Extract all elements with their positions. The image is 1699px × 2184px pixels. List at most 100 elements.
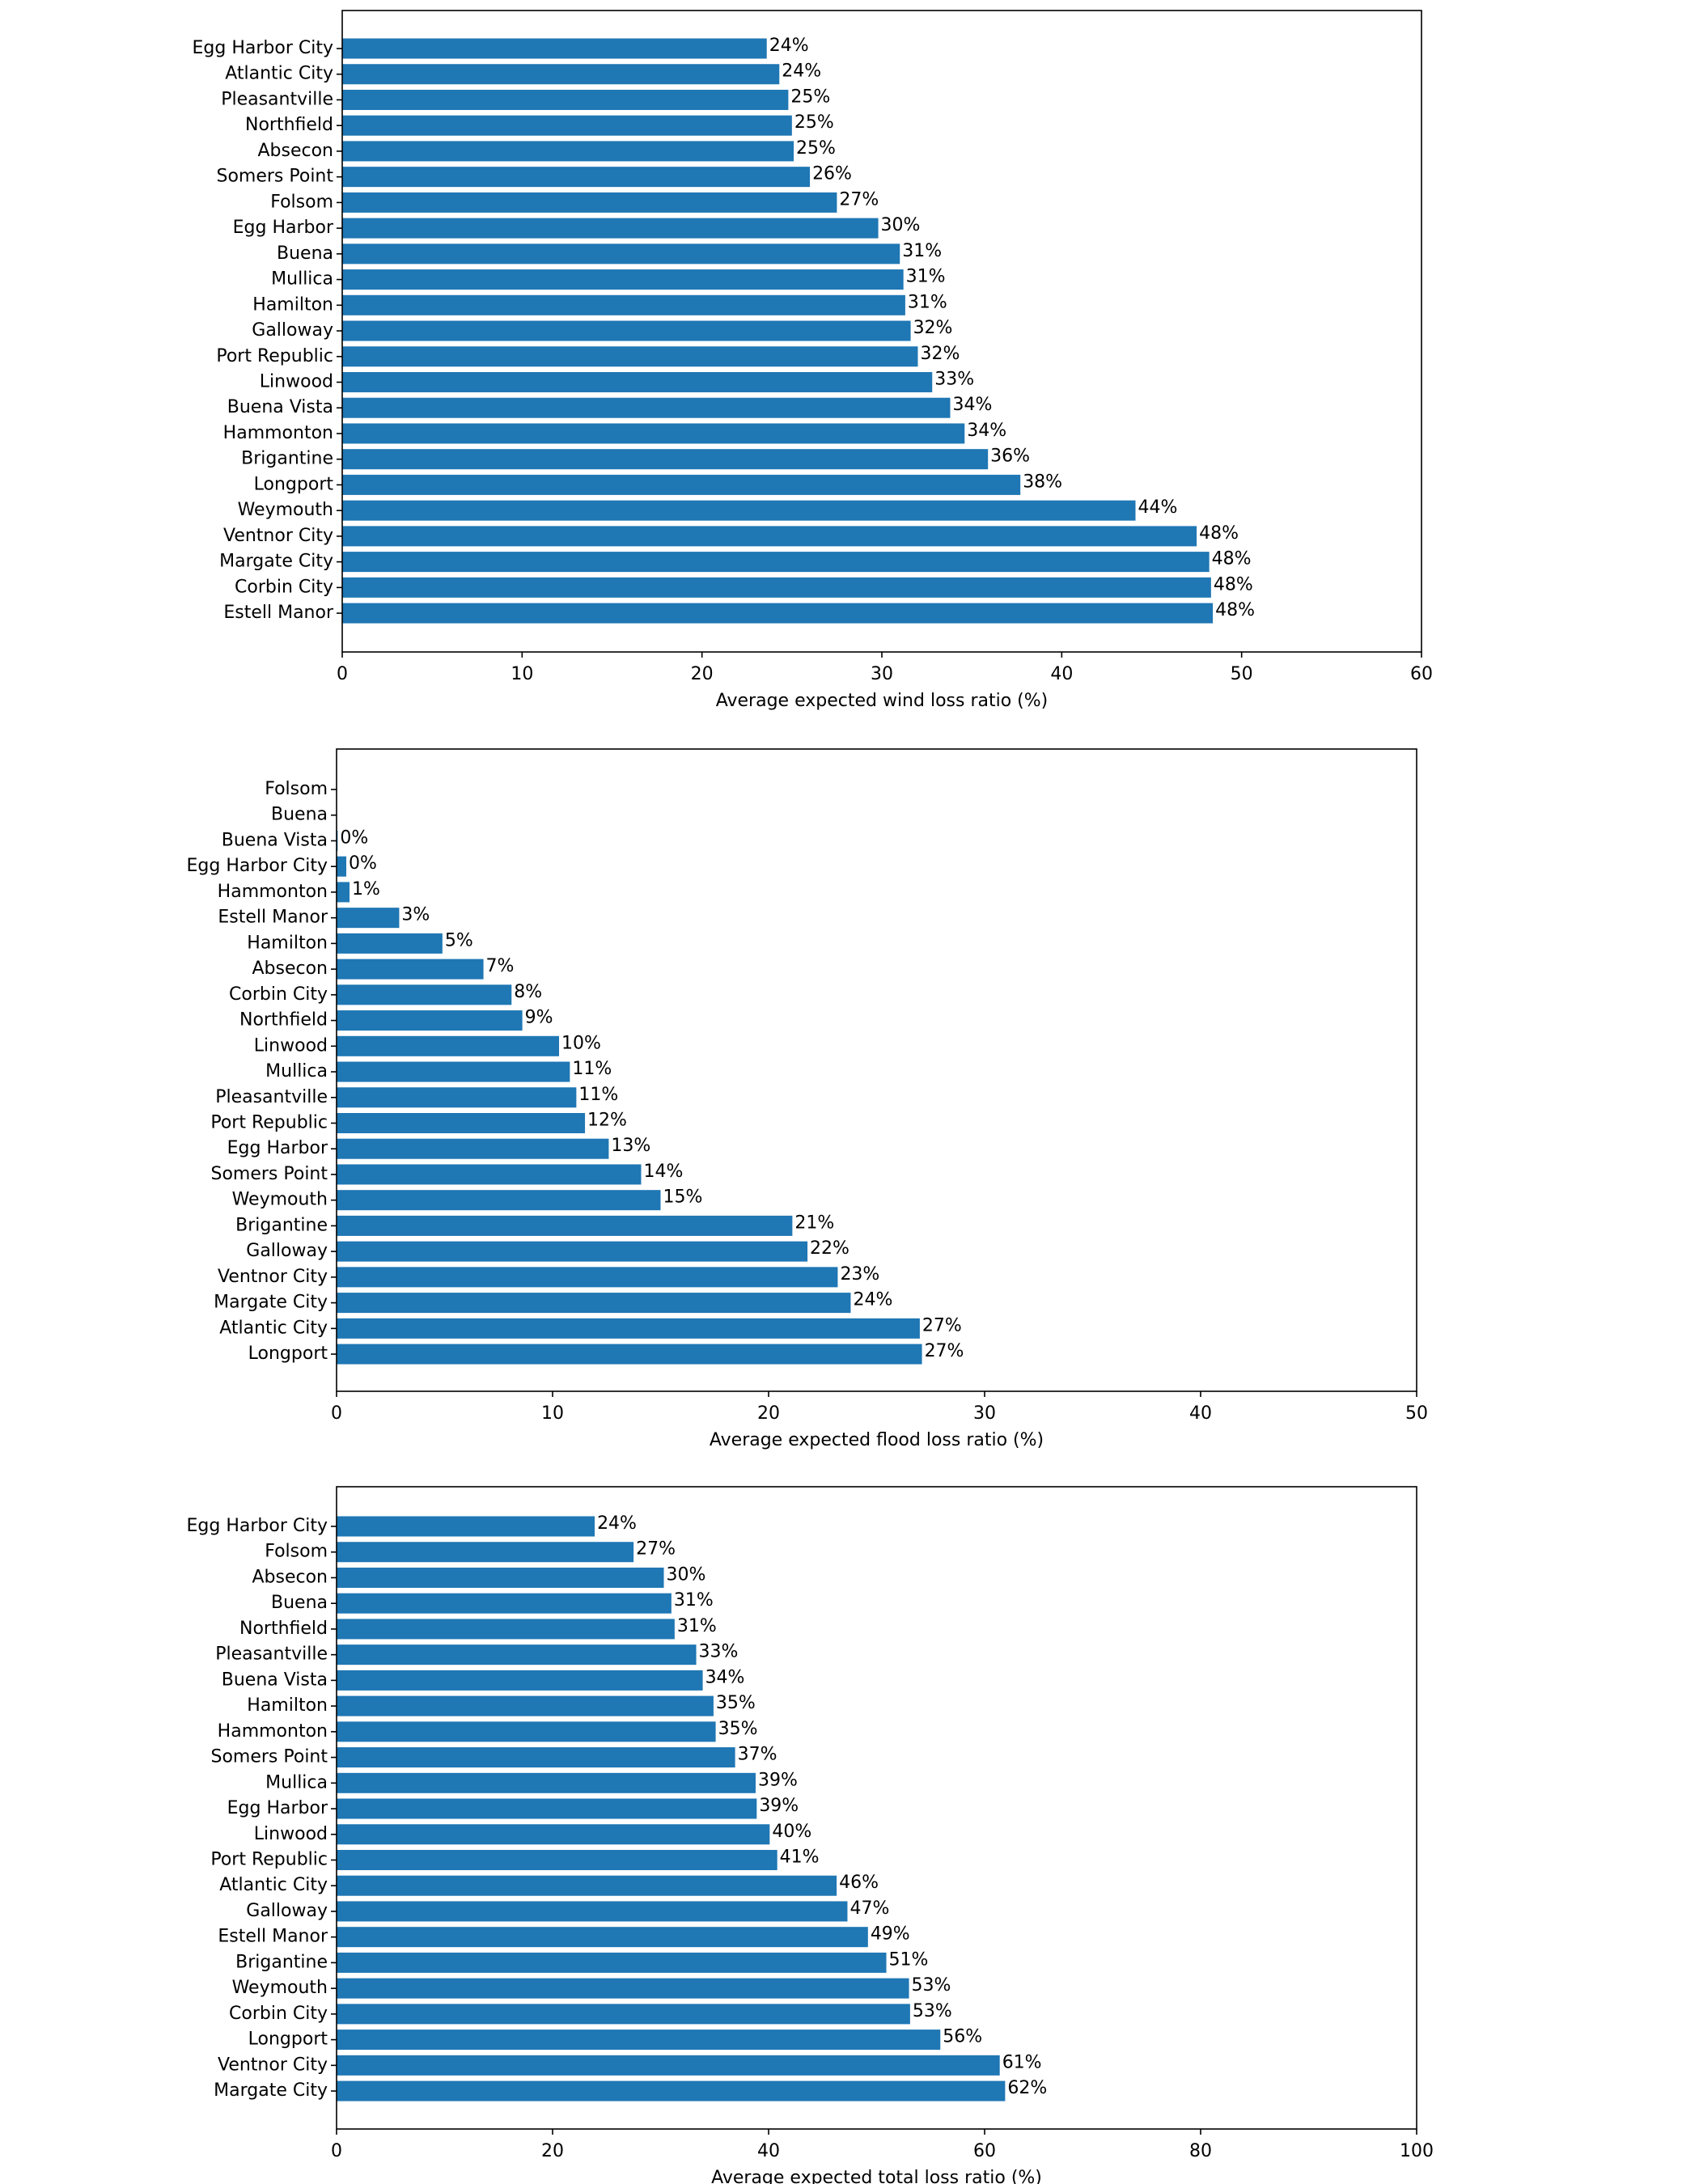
value-label: 44% [1138,497,1177,518]
value-label: 48% [1212,549,1252,569]
bar [342,577,1211,598]
x-tick-label: 10 [511,664,533,684]
bar [342,320,911,341]
value-label: 23% [840,1264,879,1285]
x-tick-label: 20 [541,2141,564,2161]
bar [342,167,811,188]
value-label: 62% [1007,2078,1047,2098]
bar [337,908,400,929]
category-label: Corbin City [229,984,328,1005]
value-label: 47% [850,1898,889,1919]
bar [337,1567,664,1588]
value-label: 0% [349,853,377,874]
category-label: Brigantine [235,1952,328,1972]
bar [342,526,1197,547]
bar [337,2004,910,2025]
category-label: Hammonton [218,882,328,902]
category-label: Estell Manor [218,908,328,928]
category-label: Somers Point [216,167,333,187]
category-label: Buena Vista [222,1670,328,1690]
bar [342,141,794,162]
category-label: Ventnor City [218,1267,328,1287]
flood-loss-chart: Folsom Buena Buena Vista 0% Egg Harbor City 0… [187,748,1428,1450]
category-label: Buena [271,805,328,825]
bar [337,1061,570,1082]
bar [337,1010,523,1031]
value-label: 36% [990,447,1030,467]
bar [337,1516,595,1537]
x-tick-label: 40 [1050,664,1073,684]
x-tick-label: 30 [871,664,893,684]
category-label: Ventnor City [223,526,333,546]
value-label: 11% [578,1085,618,1105]
bar [337,1670,703,1691]
category-label: Margate City [219,552,333,572]
bar [337,1747,735,1768]
bar [337,1087,577,1108]
bar [337,1798,757,1819]
value-label: 30% [667,1564,706,1585]
category-label: Linwood [254,1035,328,1056]
category-label: Egg Harbor [227,1138,328,1158]
x-tick-label: 100 [1400,2141,1434,2161]
bar [342,603,1214,624]
category-label: Folsom [265,779,328,799]
x-tick-label: 30 [973,1403,996,1424]
value-label: 24% [769,36,809,56]
bar [337,1267,838,1288]
category-label: Mullica [265,1061,328,1081]
category-label: Mullica [265,1772,328,1792]
category-label: Weymouth [232,1190,328,1210]
value-label: 8% [514,982,542,1002]
bar [342,243,900,265]
value-label: 10% [561,1033,601,1053]
bar [337,933,443,954]
category-label: Absecon [252,959,328,979]
value-label: 27% [922,1315,962,1335]
x-axis-title: Average expected total loss ratio (%) [711,2168,1042,2184]
value-label: 39% [759,1796,799,1816]
category-label: Pleasantville [221,89,333,109]
x-tick-label: 20 [757,1403,780,1424]
total-loss-chart: Egg Harbor City 24% Folsom 27% Absecon 30% Bue… [187,1486,1434,2184]
bar [337,1927,868,1948]
value-label: 27% [925,1341,964,1361]
category-label: Egg Harbor City [187,1516,328,1536]
bar [342,218,879,239]
category-label: Mullica [271,269,333,290]
category-label: Brigantine [235,1215,328,1235]
category-label: Atlantic City [219,1875,328,1895]
bar [337,1721,716,1742]
value-label: 5% [445,930,473,950]
bar [337,1542,634,1563]
bar [337,1593,672,1614]
wind-loss-chart: Egg Harbor City 24% Atlantic City 24% Pleasa… [193,10,1433,711]
category-label: Northfield [239,1010,328,1031]
category-label: Hamilton [247,1695,328,1716]
value-label: 12% [587,1110,627,1130]
x-axis-title: Average expected wind loss ratio (%) [716,691,1049,711]
x-axis-title: Average expected flood loss ratio (%) [710,1430,1044,1450]
bar [342,397,951,418]
bar [337,1164,642,1185]
value-label: 48% [1214,574,1253,595]
value-label: 21% [794,1213,834,1233]
category-label: Hamilton [252,294,333,315]
value-label: 37% [738,1745,777,1765]
value-label: 53% [912,1975,951,1996]
category-label: Longport [248,2030,328,2050]
x-tick-label: 0 [331,1403,342,1424]
category-label: Pleasantville [215,1087,328,1107]
category-label: Egg Harbor City [187,856,328,876]
category-label: Buena [277,243,333,264]
value-label: 32% [913,318,953,338]
category-label: Absecon [252,1567,328,1587]
value-label: 31% [902,241,942,261]
bar [337,1344,922,1365]
category-label: Longport [254,474,334,494]
x-tick-label: 50 [1405,1403,1428,1424]
bar [337,1695,714,1716]
bar [337,1619,675,1640]
value-label: 41% [780,1847,820,1867]
category-label: Buena [271,1593,328,1613]
